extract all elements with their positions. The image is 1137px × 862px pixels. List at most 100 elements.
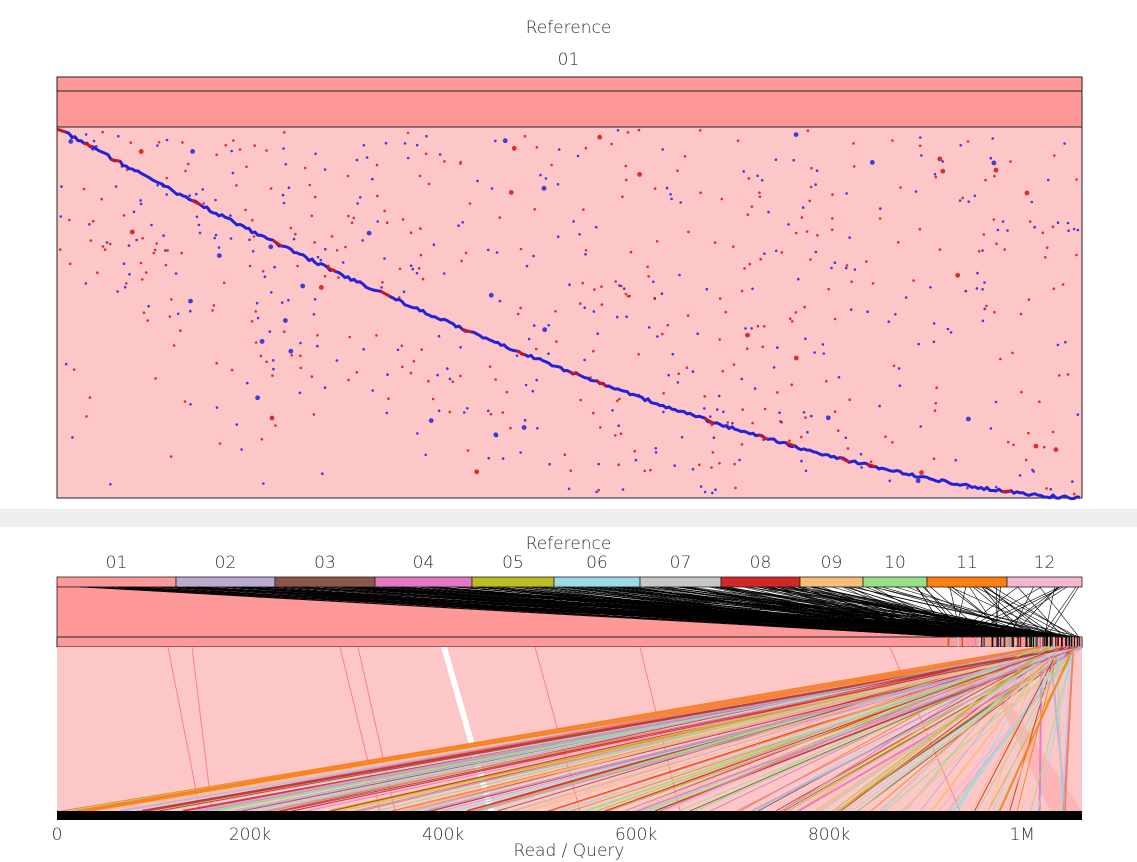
dotplot-point: [438, 153, 442, 156]
dotplot-point: [621, 195, 624, 199]
dotplot-area[interactable]: [56, 126, 1083, 499]
dotplot-point: [691, 467, 695, 471]
dotplot-point: [808, 199, 811, 203]
dotplot-point: [476, 179, 479, 183]
dotplot-point: [282, 330, 286, 334]
alignment-line: [636, 646, 1080, 812]
dotplot-point: [647, 326, 651, 329]
dotplot-point: [64, 362, 68, 366]
dotplot-point: [859, 452, 863, 456]
dotplot-point: [763, 407, 767, 411]
chromosome-segment[interactable]: [639, 576, 722, 588]
dotplot-point: [888, 479, 891, 483]
alignment-line: [76, 646, 1042, 812]
fan-line: [1046, 586, 1079, 638]
dotplot-point: [287, 298, 290, 302]
dotplot-point: [600, 285, 603, 288]
chromosome-segment[interactable]: [471, 576, 555, 588]
dotplot-point: [744, 327, 747, 330]
chromosome-bar[interactable]: [56, 576, 1083, 588]
dotplot-point: [652, 280, 655, 284]
dotplot-point: [569, 469, 573, 472]
dotplot-point: [139, 199, 142, 202]
chromosome-segment[interactable]: [799, 576, 864, 588]
dotplot-point: [624, 178, 628, 182]
dotplot-point: [982, 233, 986, 236]
dotplot-point: [750, 205, 754, 208]
dotplot-point: [583, 358, 586, 362]
dotplot-point: [626, 131, 630, 134]
dotplot-point: [189, 309, 192, 313]
chromosome-segment[interactable]: [1006, 576, 1083, 588]
dotplot-point: [490, 187, 494, 190]
chromosome-segment[interactable]: [274, 576, 376, 588]
dotplot-point: [593, 288, 596, 291]
chromosome-segment[interactable]: [720, 576, 801, 588]
dotplot-title: Reference: [525, 18, 612, 38]
dotplot-point: [919, 136, 922, 139]
dotplot-point: [655, 240, 659, 243]
dotplot-point: [966, 416, 971, 422]
dotplot-point: [1076, 413, 1080, 416]
chromosome-segment[interactable]: [862, 576, 928, 588]
dotplot-point: [866, 310, 869, 314]
dotplot-point: [533, 208, 536, 211]
dotplot-point: [794, 231, 798, 235]
dotplot-point: [849, 308, 853, 311]
dotplot-point: [165, 138, 169, 142]
dotplot-point: [772, 366, 776, 369]
dotplot-point: [869, 160, 875, 165]
dotplot-point: [929, 286, 932, 289]
dotplot-point: [396, 348, 400, 352]
dotplot-point: [1076, 228, 1080, 232]
dotplot-point: [865, 260, 868, 263]
dotplot-point: [756, 174, 759, 178]
dotplot-point: [846, 447, 850, 450]
dotplot-point: [211, 309, 214, 312]
chromosome-label: 12: [1034, 553, 1056, 573]
dotplot-point: [180, 251, 183, 255]
dotplot-point: [919, 470, 924, 475]
dotplot-point: [933, 409, 937, 412]
chromosome-segment[interactable]: [374, 576, 473, 588]
dotplot-point: [269, 187, 273, 190]
chromosome-segment[interactable]: [553, 576, 641, 588]
chromosome-segment[interactable]: [926, 576, 1008, 588]
dotplot-point: [437, 409, 441, 413]
dotplot-point: [313, 298, 317, 301]
dotplot-point: [411, 267, 415, 271]
dotplot-point: [959, 144, 962, 147]
dotplot-point: [792, 158, 795, 162]
chromosome-segment[interactable]: [56, 576, 177, 588]
dotplot-point: [806, 129, 810, 132]
dotplot-point: [822, 352, 826, 355]
dotplot-point: [536, 427, 539, 430]
fan-line: [431, 586, 1012, 638]
dotplot-point: [740, 289, 744, 293]
dotplot-point: [844, 266, 848, 270]
fan-line: [993, 586, 1075, 638]
dotplot-point: [1067, 229, 1070, 233]
chromosome-segment[interactable]: [175, 576, 276, 588]
dotplot-point: [157, 141, 161, 144]
chr01-zoom-bar[interactable]: [56, 636, 1083, 648]
dotplot-point: [1056, 221, 1060, 224]
query-bar[interactable]: [57, 811, 1082, 820]
dotplot-point: [84, 282, 88, 285]
dotplot-point: [202, 202, 206, 205]
dotplot-point: [705, 287, 709, 291]
dotplot-point: [263, 275, 267, 279]
dotplot-point: [871, 282, 875, 285]
dotplot-point: [141, 278, 144, 281]
dotplot-point: [760, 179, 764, 182]
dotplot-point: [572, 220, 575, 223]
dotplot-point: [1066, 221, 1070, 225]
dotplot-point: [376, 220, 380, 223]
dotplot-point: [833, 317, 837, 321]
dotplot-point: [710, 466, 713, 469]
dotplot-point: [296, 264, 299, 268]
dotplot-point: [1033, 443, 1039, 449]
alignment-line: [88, 646, 1060, 812]
dotplot-point: [793, 132, 799, 138]
dotplot-point: [313, 241, 316, 244]
